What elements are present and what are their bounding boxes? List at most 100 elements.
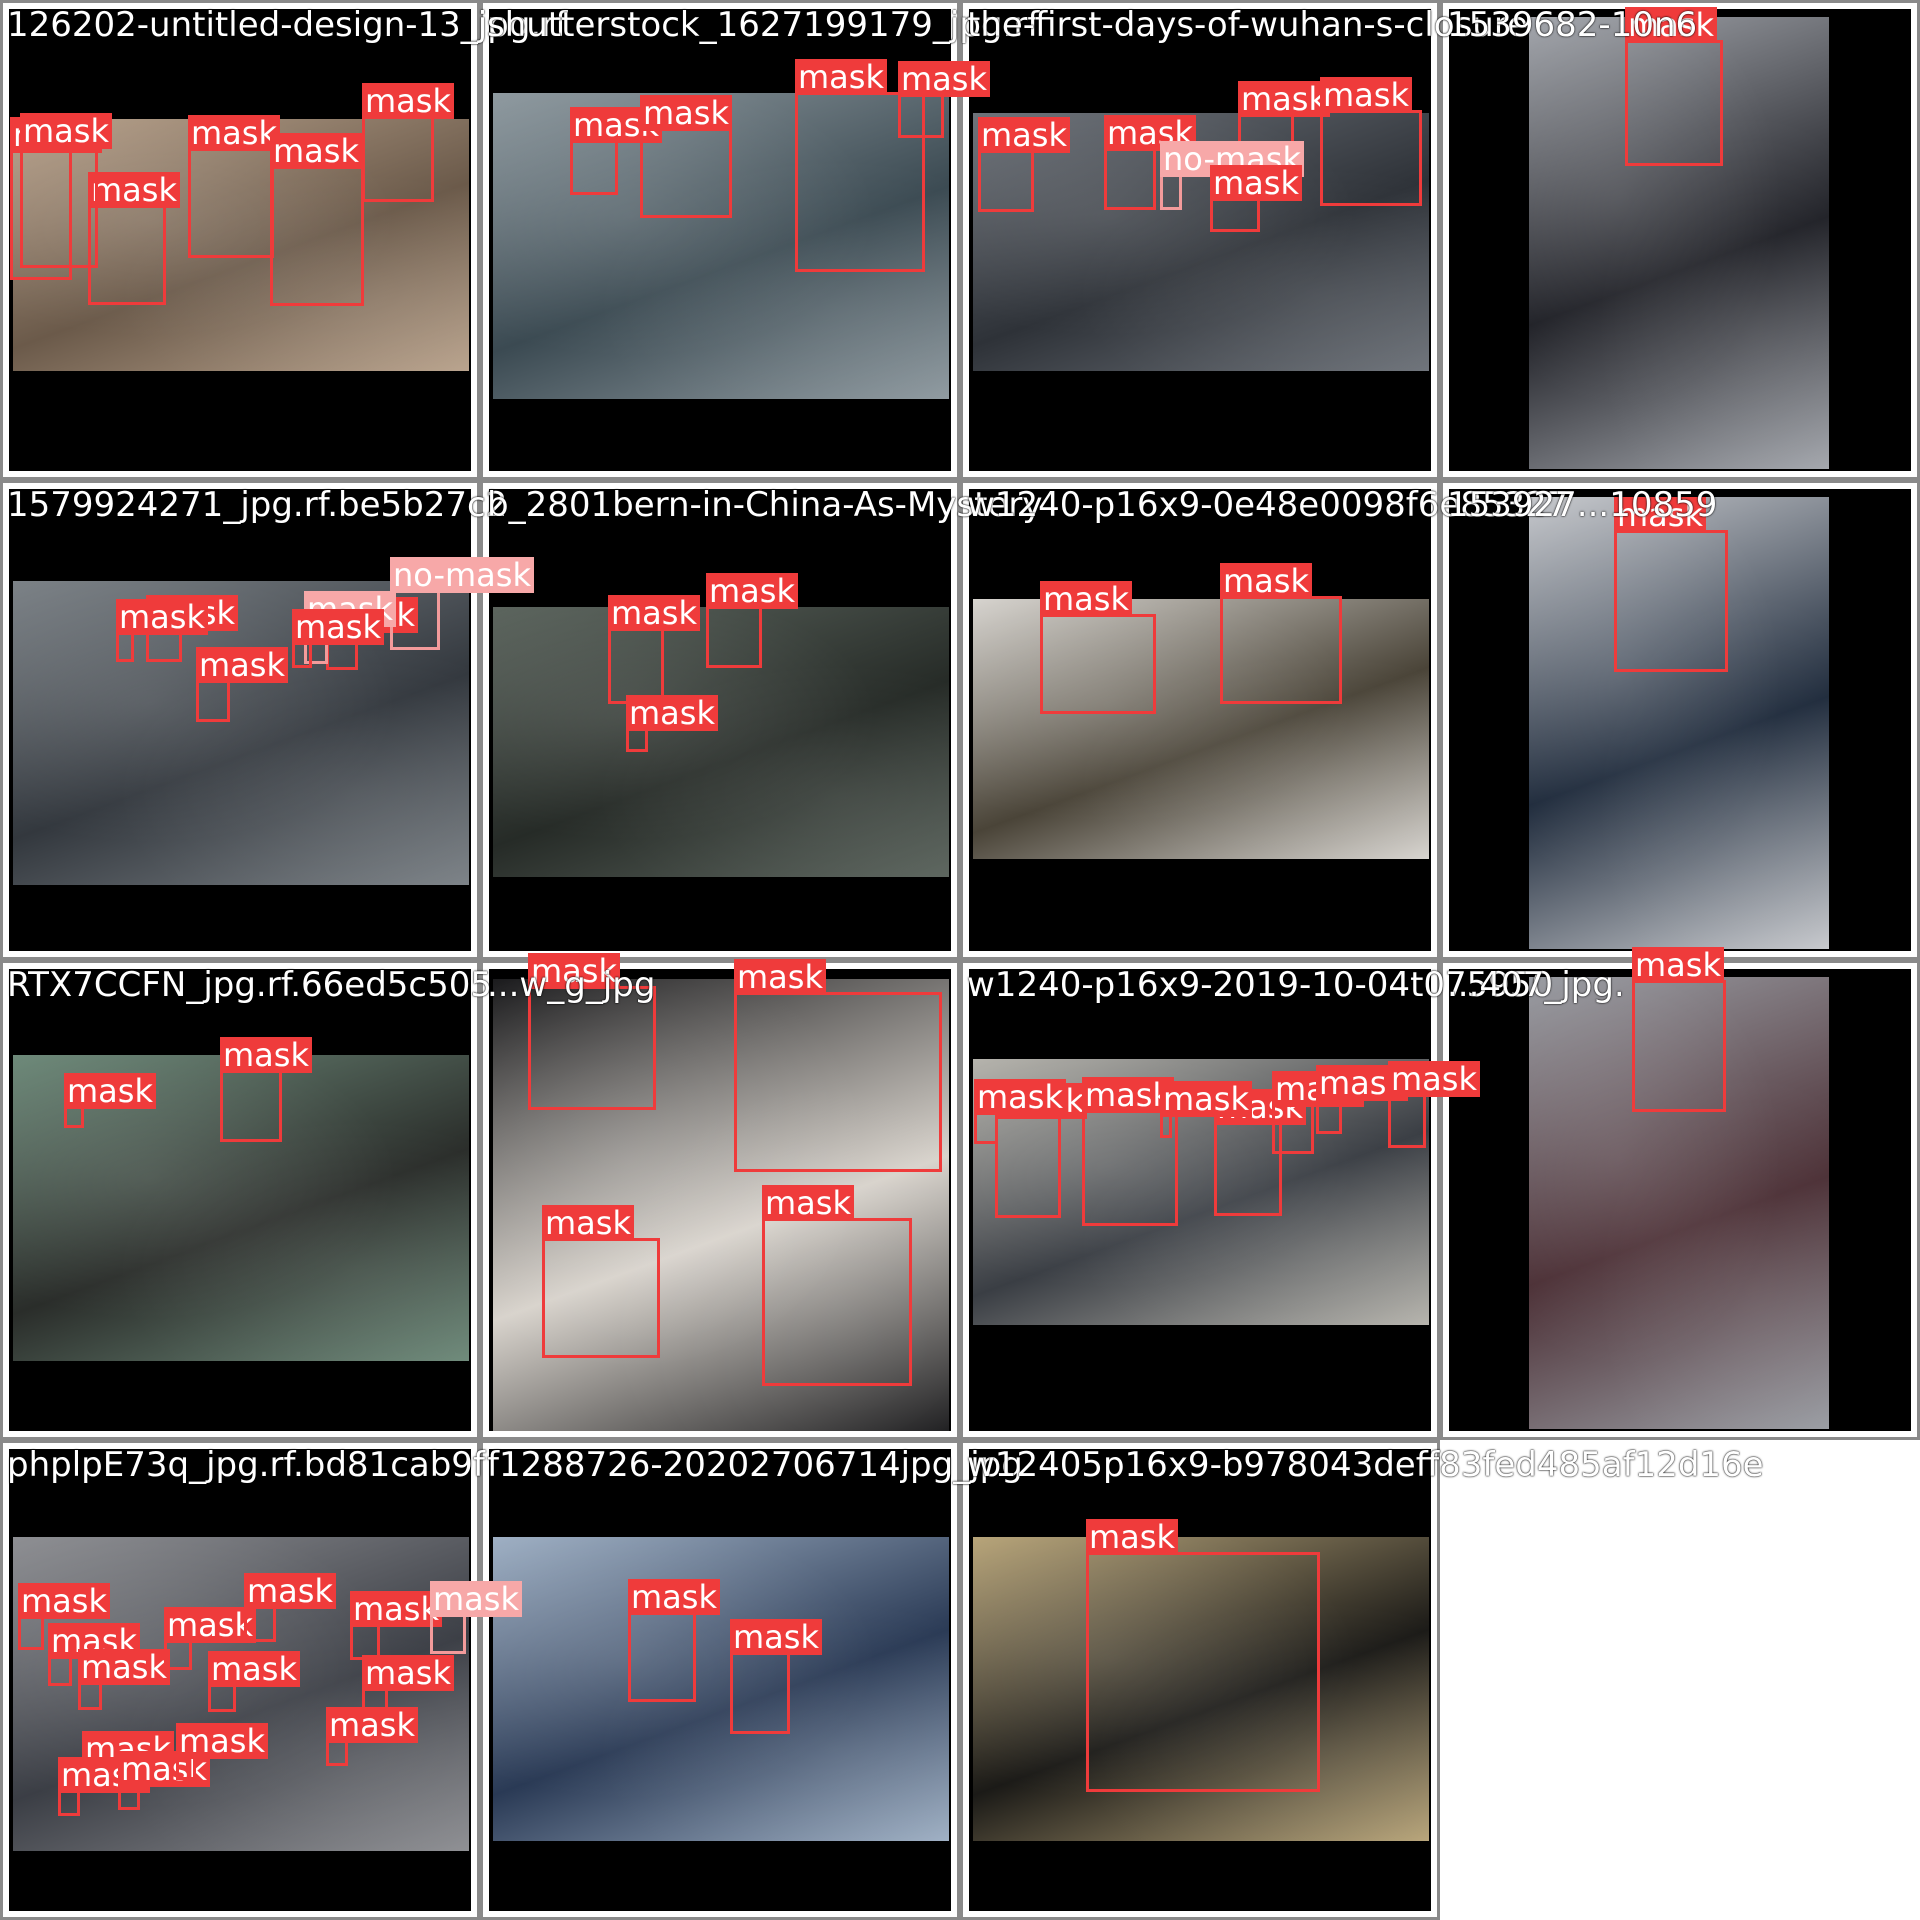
detection-label: mask: [362, 83, 454, 119]
image-tile: RTX7CCFN_jpg.rf.66ed5c505: [0, 960, 492, 1440]
detection-box: mask: [570, 107, 662, 195]
tile-photo: [493, 1537, 949, 1841]
detection-box: mask: [640, 95, 732, 218]
detection-box: mask: [48, 1623, 140, 1686]
detection-box: mask: [292, 609, 384, 668]
detection-box: mask: [608, 595, 700, 704]
detection-label: mask: [626, 695, 718, 731]
tile-canvas: [9, 9, 471, 471]
detection-box: mask: [795, 59, 925, 272]
detection-box: mask: [20, 113, 112, 268]
tile-canvas: [969, 489, 1431, 951]
detection-label: mask: [176, 1723, 268, 1759]
detection-box: no-mask: [390, 557, 534, 650]
detection-box: mask: [626, 695, 718, 752]
detection-label: mask: [78, 1649, 170, 1685]
detection-box: mask: [628, 1579, 720, 1702]
detection-label: mask: [188, 115, 280, 151]
image-tile: 126202-untitled-design-13_jpg.rf: [0, 0, 567, 480]
detection-box: mask: [362, 83, 454, 202]
detection-box: mask: [220, 1037, 312, 1142]
tile-filename: the-first-days-of-wuhan-s-closure: [967, 5, 1528, 45]
detection-label: mask: [1220, 563, 1312, 599]
tile-filename: shutterstock_1627199179_jpg.rf: [487, 5, 1040, 45]
tile-filename: RTX7CCFN_jpg.rf.66ed5c505: [7, 965, 492, 1005]
detection-box: mask: [1625, 7, 1723, 166]
tile-photo: [493, 93, 949, 399]
detection-box: mask: [326, 1707, 418, 1766]
tile-photo: [973, 599, 1429, 859]
tile-canvas: [1449, 489, 1911, 951]
detection-label: mask: [1086, 1519, 1178, 1555]
detection-box: mask: [1632, 947, 1726, 1112]
image-tile: 1579924271_jpg.rf.be5b27c2: [0, 480, 507, 960]
tile-photo: [1529, 497, 1829, 949]
detection-box: mask: [1320, 77, 1422, 206]
tile-filename: 153927...10859: [1447, 485, 1718, 525]
detection-label: mask: [88, 172, 180, 208]
detection-box: mask: [64, 1073, 156, 1128]
image-tile: 1539682-10n6: [1440, 0, 1920, 480]
detection-box: mask: [1614, 497, 1728, 672]
tile-filename: ...407_jpg.: [1447, 965, 1625, 1005]
detection-label: mask: [1388, 1061, 1480, 1097]
tile-photo: [493, 607, 949, 877]
detection-box: mask: [196, 647, 288, 722]
detection-label: mask: [628, 1579, 720, 1615]
image-tile: b_2801bern-in-China-As-Mystery: [480, 480, 1042, 960]
detection-box: mask: [188, 115, 280, 258]
detection-label: mask: [18, 1583, 110, 1619]
tile-canvas: [1449, 9, 1911, 471]
tile-photo: [13, 1055, 469, 1361]
detection-label: mask: [116, 599, 208, 635]
detection-box: mask: [1040, 581, 1156, 714]
detection-box: mask: [1272, 1071, 1364, 1154]
detection-label: mask: [734, 959, 826, 995]
detection-label: mask: [64, 1073, 156, 1109]
image-tile: f1288726-20202706714jpg_jpg: [480, 1440, 1023, 1920]
detection-box: mask: [1086, 1519, 1320, 1792]
tile-filename: 126202-untitled-design-13_jpg.rf: [7, 5, 568, 45]
detection-box: mask: [762, 1185, 912, 1386]
detection-box: mask: [734, 959, 942, 1172]
detection-box: mask: [1220, 563, 1342, 704]
detection-label: mask: [1632, 947, 1724, 983]
image-tile: shutterstock_1627199179_jpg.rf: [480, 0, 1039, 480]
detection-box: mask: [164, 1607, 256, 1670]
detection-box: mask: [995, 1083, 1087, 1218]
tile-filename: 1539682-10n6: [1447, 5, 1698, 45]
detection-label: mask: [706, 573, 798, 609]
detection-box: mask: [18, 1583, 110, 1650]
detection-label: mask: [220, 1037, 312, 1073]
detection-label: mask: [196, 647, 288, 683]
image-tile: ...407_jpg.: [1440, 960, 1920, 1440]
detection-box: mask: [244, 1573, 336, 1642]
image-tile: the-first-days-of-wuhan-s-closure: [960, 0, 1528, 480]
detection-box: mask: [270, 133, 364, 306]
detection-label: mask: [1210, 165, 1302, 201]
image-tile: 153927...10859: [1440, 480, 1920, 960]
detection-label: mask: [1160, 1081, 1252, 1117]
detection-box: mask: [1316, 1065, 1408, 1134]
tile-filename: 1579924271_jpg.rf.be5b27c2: [7, 485, 508, 525]
detection-box: mask: [528, 953, 656, 1110]
detection-label: mask: [1320, 77, 1412, 113]
detection-box: mask: [974, 1079, 1066, 1144]
tile-filename: phplpE73q_jpg.rf.bd81cab9f: [7, 1445, 485, 1485]
detection-box: no-mask: [1160, 141, 1304, 210]
tile-filename: w1240-p16x9-2019-10-04t075950: [967, 965, 1554, 1005]
detection-label: mask: [730, 1619, 822, 1655]
detection-label: mask: [164, 1607, 256, 1643]
tile-photo: [973, 1537, 1429, 1841]
detection-label: mask: [528, 953, 620, 989]
detection-box: mask: [350, 1591, 442, 1660]
detection-label: mask: [608, 595, 700, 631]
tile-canvas: [969, 1449, 1431, 1911]
detection-label: mask: [640, 95, 732, 131]
detection-label: mask: [270, 133, 362, 169]
detection-label: mask: [1104, 115, 1196, 151]
detection-label: mask: [795, 59, 887, 95]
detection-label: mask: [244, 1573, 336, 1609]
detection-box: mask: [898, 61, 990, 138]
